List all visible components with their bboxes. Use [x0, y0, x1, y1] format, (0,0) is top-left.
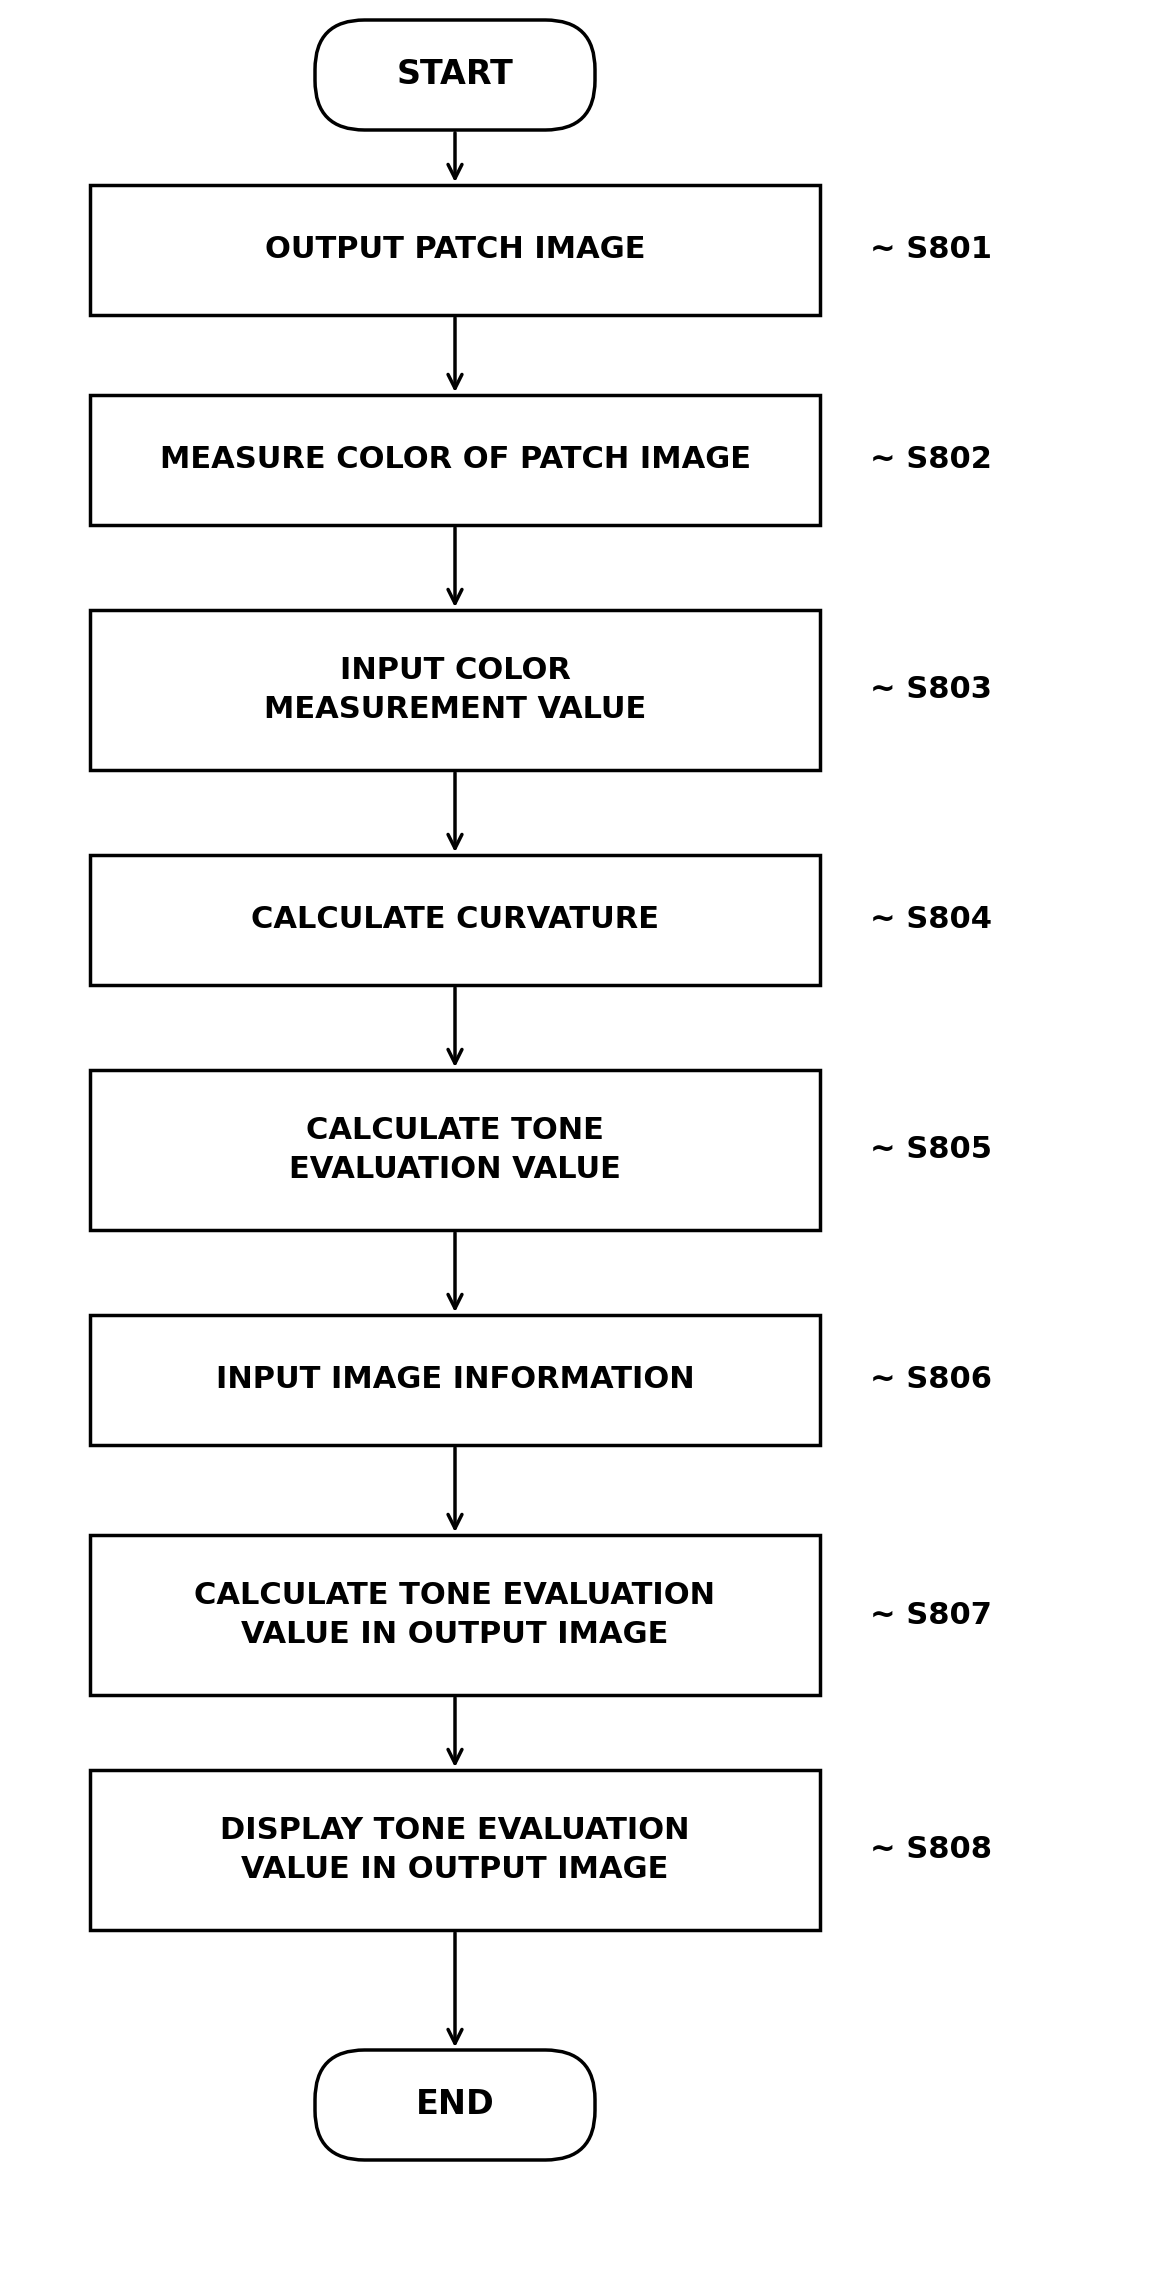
Text: ~ S801: ~ S801 [870, 235, 992, 264]
Bar [90, 394, 820, 524]
Bar [90, 1069, 820, 1229]
Text: ~ S808: ~ S808 [870, 1835, 992, 1865]
Text: DISPLAY TONE EVALUATION
VALUE IN OUTPUT IMAGE: DISPLAY TONE EVALUATION VALUE IN OUTPUT … [220, 1817, 690, 1883]
Bar [90, 855, 820, 985]
Text: ~ S807: ~ S807 [870, 1601, 992, 1630]
Text: ~ S806: ~ S806 [870, 1366, 992, 1395]
FancyBboxPatch shape [315, 21, 595, 130]
Text: MEASURE COLOR OF PATCH IMAGE: MEASURE COLOR OF PATCH IMAGE [160, 445, 751, 474]
Text: ~ S805: ~ S805 [870, 1135, 992, 1165]
Text: INPUT IMAGE INFORMATION: INPUT IMAGE INFORMATION [216, 1366, 694, 1395]
Bar [90, 611, 820, 771]
Text: ~ S803: ~ S803 [870, 675, 992, 705]
Text: INPUT COLOR
MEASUREMENT VALUE: INPUT COLOR MEASUREMENT VALUE [264, 657, 646, 723]
Text: CALCULATE TONE EVALUATION
VALUE IN OUTPUT IMAGE: CALCULATE TONE EVALUATION VALUE IN OUTPU… [195, 1582, 716, 1648]
Text: OUTPUT PATCH IMAGE: OUTPUT PATCH IMAGE [264, 235, 645, 264]
Text: CALCULATE CURVATURE: CALCULATE CURVATURE [251, 905, 659, 935]
Bar [90, 1534, 820, 1694]
FancyBboxPatch shape [315, 2050, 595, 2159]
Text: CALCULATE TONE
EVALUATION VALUE: CALCULATE TONE EVALUATION VALUE [289, 1117, 620, 1183]
Bar [90, 1316, 820, 1446]
Bar [90, 185, 820, 315]
Text: START: START [397, 59, 513, 91]
Bar [90, 1769, 820, 1929]
Text: ~ S804: ~ S804 [870, 905, 992, 935]
Text: ~ S802: ~ S802 [870, 445, 992, 474]
Text: END: END [416, 2088, 495, 2120]
